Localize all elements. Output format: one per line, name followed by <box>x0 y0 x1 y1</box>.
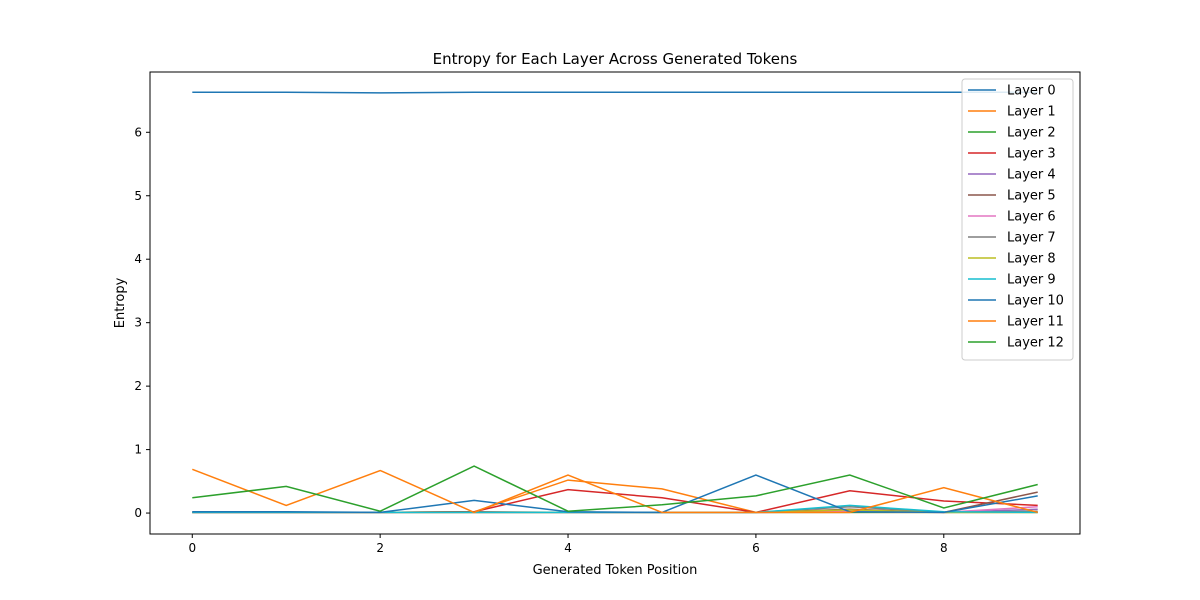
y-tick-label: 3 <box>134 316 142 330</box>
legend-label: Layer 2 <box>1007 126 1056 141</box>
legend-label: Layer 7 <box>1007 231 1056 246</box>
y-tick-label: 6 <box>134 125 142 139</box>
legend-label: Layer 6 <box>1007 210 1056 225</box>
series-line-layer-11 <box>192 468 1038 514</box>
series-line-layer-12 <box>192 465 1038 512</box>
legend-box <box>961 78 1074 361</box>
x-tick-label: 8 <box>940 541 948 555</box>
x-tick-label: 2 <box>376 541 384 555</box>
y-tick-label: 5 <box>134 189 142 203</box>
legend-label: Layer 5 <box>1007 189 1056 204</box>
legend-label: Layer 8 <box>1007 252 1056 267</box>
legend-label: Layer 1 <box>1007 105 1056 120</box>
y-axis-label: Entropy <box>113 277 128 328</box>
legend-label: Layer 12 <box>1007 336 1064 351</box>
legend: Layer 0 Layer 1 Layer 2 Layer 3 Layer 4 Layer… <box>961 78 1074 361</box>
x-tick-label: 0 <box>188 541 196 555</box>
legend-label: Layer 0 <box>1007 84 1056 99</box>
chart-title: Entropy for Each Layer Across Generated … <box>433 50 798 68</box>
legend-label: Layer 3 <box>1007 147 1056 162</box>
x-tick-label: 4 <box>564 541 572 555</box>
x-axis-label: Generated Token Position <box>533 563 698 578</box>
legend-label: Layer 10 <box>1007 294 1064 309</box>
y-tick-label: 2 <box>134 379 142 393</box>
series-line-layer-0 <box>192 91 1038 94</box>
legend-label: Layer 9 <box>1007 273 1056 288</box>
x-tick-label: 6 <box>752 541 760 555</box>
plot-frame <box>149 71 1081 535</box>
legend-label: Layer 4 <box>1007 168 1056 183</box>
x-axis-ticks: 0 2 4 6 8 <box>188 534 948 555</box>
y-tick-label: 4 <box>134 252 142 266</box>
y-axis-ticks: 0 1 2 3 4 5 6 <box>134 125 150 520</box>
series-line-layer-10 <box>192 474 1038 514</box>
y-tick-label: 0 <box>134 506 142 520</box>
plot-lines <box>192 91 1038 514</box>
legend-label: Layer 11 <box>1007 315 1064 330</box>
y-tick-label: 1 <box>134 443 142 457</box>
